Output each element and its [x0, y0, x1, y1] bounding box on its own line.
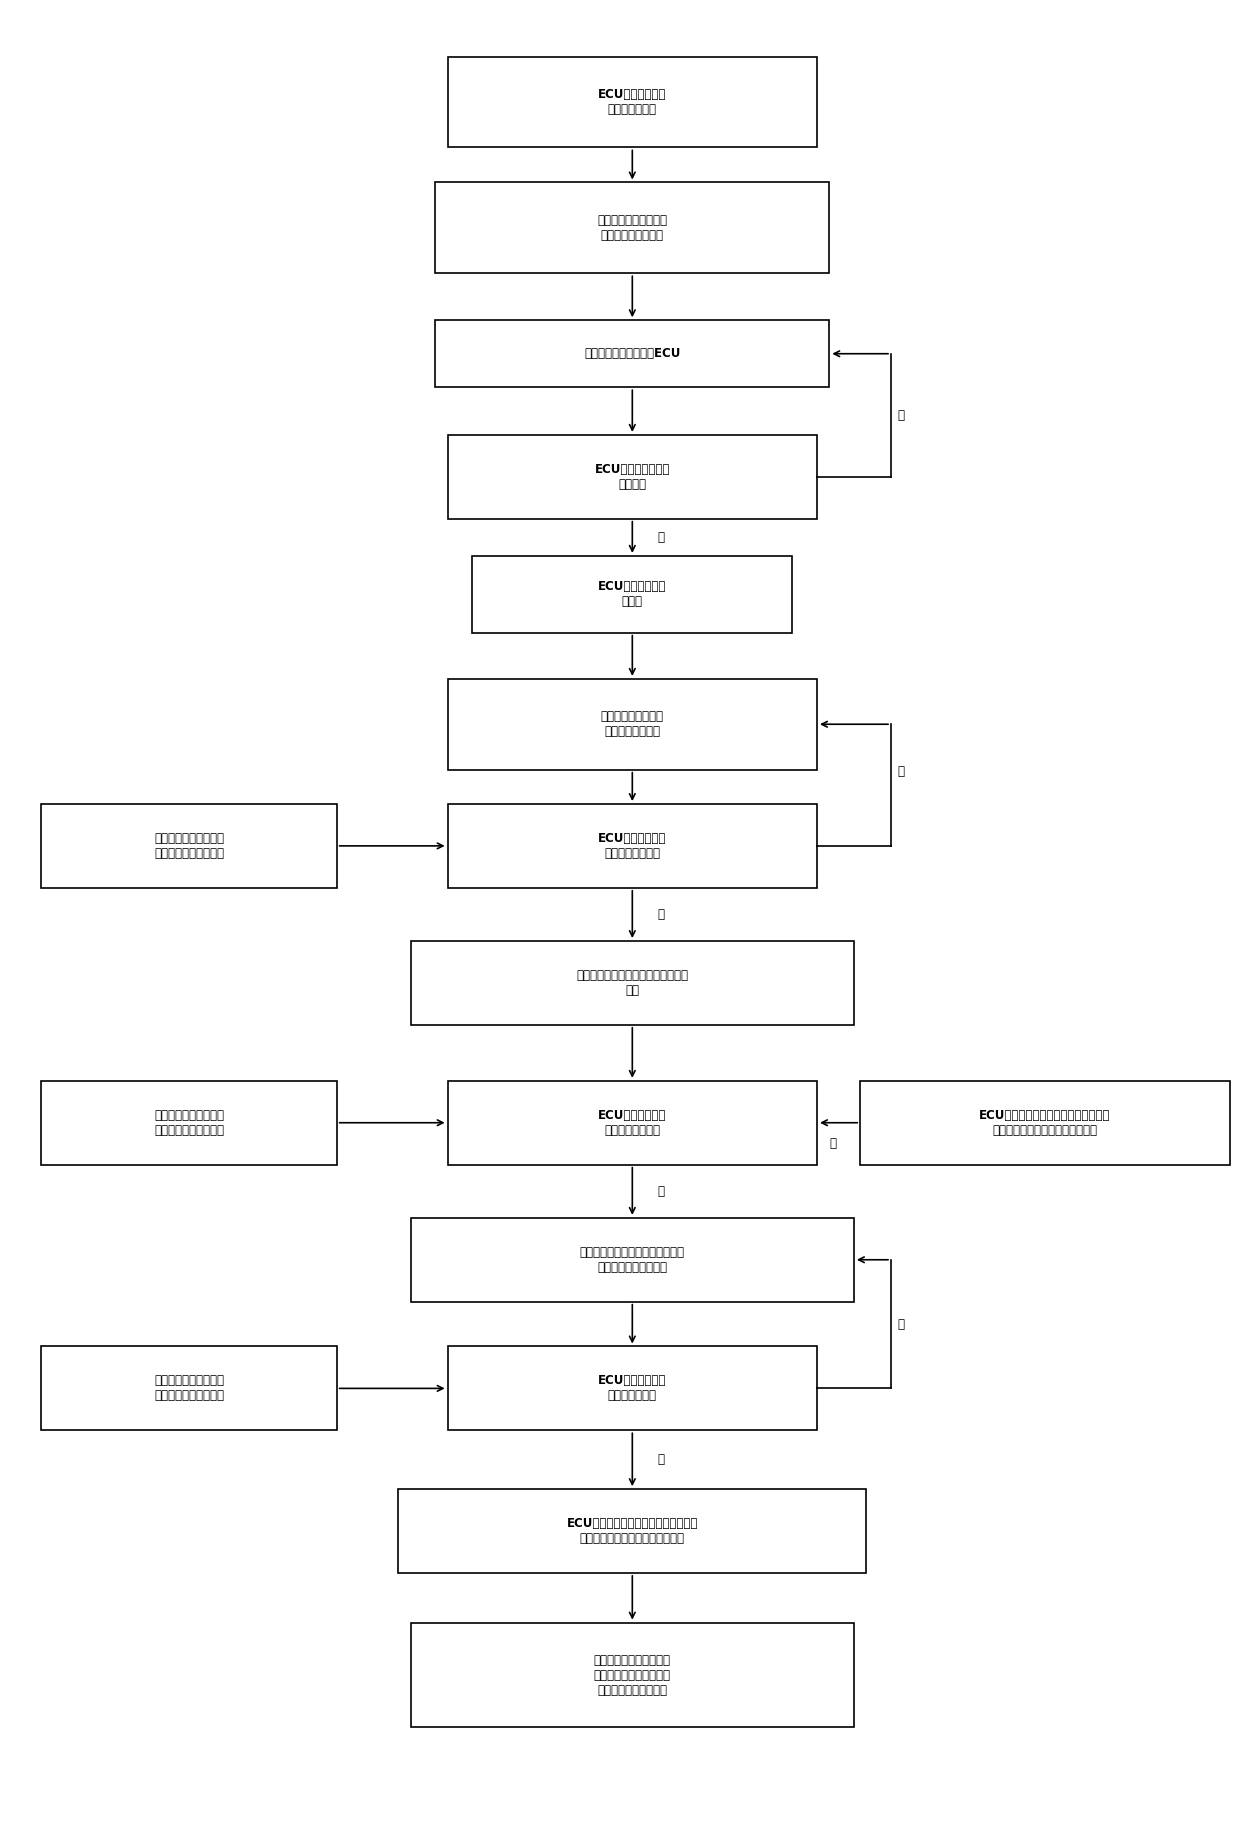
- FancyBboxPatch shape: [861, 1081, 1230, 1165]
- Text: ECU控制高温尾气
阀打开: ECU控制高温尾气 阀打开: [598, 581, 667, 608]
- Text: 否: 否: [830, 1138, 837, 1150]
- Text: ECU控制甲醇喷射
流量控制阀打开: ECU控制甲醇喷射 流量控制阀打开: [598, 88, 667, 117]
- Text: ECU判断重整装置
是否达到工作温度: ECU判断重整装置 是否达到工作温度: [598, 833, 667, 860]
- FancyBboxPatch shape: [41, 1081, 337, 1165]
- FancyBboxPatch shape: [448, 57, 817, 148]
- FancyBboxPatch shape: [398, 1488, 867, 1572]
- FancyBboxPatch shape: [448, 1081, 817, 1165]
- FancyBboxPatch shape: [448, 803, 817, 887]
- Text: 否: 否: [897, 409, 904, 422]
- Text: 内部传感器信号传递给ECU: 内部传感器信号传递给ECU: [584, 347, 681, 360]
- Text: 甲醇喷射器将液态甲醇
喷入发动机燃烧室内: 甲醇喷射器将液态甲醇 喷入发动机燃烧室内: [598, 214, 667, 241]
- Text: 甲醇流量阀打开，液态甲醇进入重整
装置: 甲醇流量阀打开，液态甲醇进入重整 装置: [577, 970, 688, 997]
- Text: 是: 是: [657, 531, 663, 544]
- Text: 是: 是: [897, 1318, 904, 1331]
- Text: ECU控制补气用尾气阀打开，少量高温
燃气进入重整段，重整段温度升高: ECU控制补气用尾气阀打开，少量高温 燃气进入重整段，重整段温度升高: [980, 1108, 1111, 1138]
- FancyBboxPatch shape: [448, 435, 817, 519]
- Text: 是: 是: [657, 1185, 663, 1198]
- Text: 富氢混合气阀打开，重整制得的富
氢气体进入发动机头部: 富氢混合气阀打开，重整制得的富 氢气体进入发动机头部: [580, 1245, 684, 1275]
- FancyBboxPatch shape: [410, 940, 854, 1024]
- Text: ECU判断发动机是
否需要富氢气体: ECU判断发动机是 否需要富氢气体: [598, 1375, 667, 1402]
- FancyBboxPatch shape: [448, 1346, 817, 1430]
- Text: 温度传感器（第一热电
偶、第二热电偶）信号: 温度传感器（第一热电 偶、第二热电偶）信号: [154, 833, 224, 860]
- Text: 折流分离段所得气态甲醇
汇入发动机进气管，所得
液态甲醇流回至甲醇箱: 折流分离段所得气态甲醇 汇入发动机进气管，所得 液态甲醇流回至甲醇箱: [594, 1654, 671, 1696]
- FancyBboxPatch shape: [448, 679, 817, 771]
- Text: 温度传感器（第一热电
偶、第二热电偶）信号: 温度传感器（第一热电 偶、第二热电偶）信号: [154, 1375, 224, 1402]
- Text: ECU判断重整装置
是否达到工作温度: ECU判断重整装置 是否达到工作温度: [598, 1108, 667, 1138]
- FancyBboxPatch shape: [410, 1623, 854, 1727]
- FancyBboxPatch shape: [472, 555, 792, 632]
- Text: ECU关闭甲醇流量阀、开启扫气用废气
阀，排出重整器内的残留富氢气体: ECU关闭甲醇流量阀、开启扫气用废气 阀，排出重整器内的残留富氢气体: [567, 1517, 698, 1545]
- Text: ECU判断发动机需要
富氢气体: ECU判断发动机需要 富氢气体: [595, 462, 670, 491]
- Text: 是: 是: [657, 908, 663, 920]
- FancyBboxPatch shape: [410, 1218, 854, 1302]
- Text: 否: 否: [897, 765, 904, 778]
- FancyBboxPatch shape: [41, 803, 337, 887]
- Text: 温度传感器（第一热电
偶、第二热电偶）信号: 温度传感器（第一热电 偶、第二热电偶）信号: [154, 1108, 224, 1138]
- FancyBboxPatch shape: [435, 320, 830, 387]
- Text: 否: 否: [657, 1453, 663, 1466]
- FancyBboxPatch shape: [435, 183, 830, 274]
- Text: 高温尾气进入重整装
置，重整装置预热: 高温尾气进入重整装 置，重整装置预热: [601, 710, 663, 738]
- FancyBboxPatch shape: [41, 1346, 337, 1430]
